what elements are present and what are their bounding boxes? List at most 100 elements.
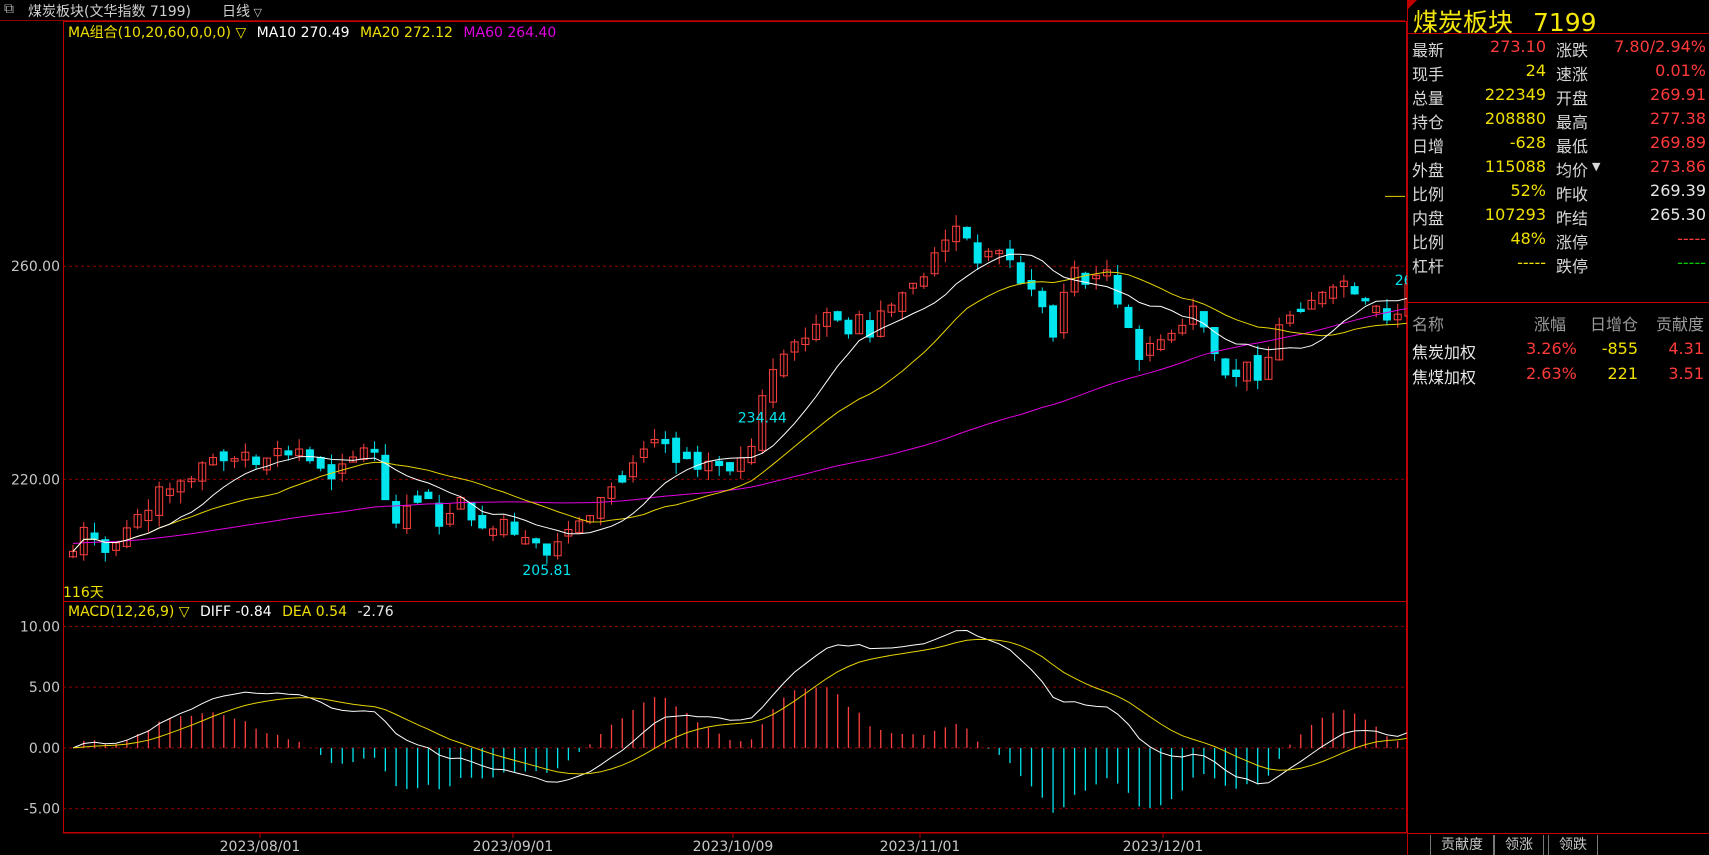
candle-body[interactable]	[682, 451, 691, 460]
candle-body[interactable]	[478, 515, 487, 529]
candle-body[interactable]	[176, 480, 185, 493]
candle-body[interactable]	[327, 464, 336, 480]
candle-body[interactable]	[435, 502, 444, 527]
candle-body[interactable]	[1286, 314, 1295, 324]
candle-body[interactable]	[844, 319, 853, 335]
candle-body[interactable]	[230, 458, 239, 462]
candle-body[interactable]	[962, 226, 971, 239]
tab-1[interactable]: 领涨	[1494, 835, 1544, 855]
candle-body[interactable]	[930, 252, 939, 275]
candle-body[interactable]	[812, 323, 821, 341]
ma-indicator-selector[interactable]: MA组合(10,20,60,0,0,0) ▽	[68, 25, 246, 41]
candle-body[interactable]	[90, 532, 99, 540]
candle-body[interactable]	[855, 314, 864, 335]
tab-0[interactable]: 贡献度	[1430, 835, 1494, 855]
candle-body[interactable]	[715, 460, 724, 467]
candle-body[interactable]	[1070, 267, 1079, 293]
candle-body[interactable]	[1275, 324, 1284, 361]
candle-body[interactable]	[424, 491, 433, 500]
candle-body[interactable]	[1038, 290, 1047, 308]
candle-body[interactable]	[1081, 272, 1090, 285]
candle-body[interactable]	[1156, 339, 1165, 350]
candle-body[interactable]	[618, 475, 627, 483]
candle-body[interactable]	[822, 312, 831, 327]
candle-body[interactable]	[284, 450, 293, 456]
candle-body[interactable]	[1146, 342, 1154, 356]
kline-chart[interactable]: 260.00220.0010.005.000.00-5.00295.08268.…	[0, 0, 1407, 855]
candle-body[interactable]	[1199, 311, 1208, 328]
candle-body[interactable]	[370, 448, 379, 453]
candle-body[interactable]	[941, 239, 950, 252]
table-header[interactable]: 名称	[1412, 315, 1445, 334]
candle-body[interactable]	[381, 454, 390, 501]
candle-body[interactable]	[1210, 327, 1219, 355]
candle-body[interactable]	[769, 369, 778, 403]
candle-body[interactable]	[995, 250, 1004, 255]
candle-body[interactable]	[607, 486, 616, 499]
candle-body[interactable]	[1221, 358, 1230, 376]
candle-body[interactable]	[639, 448, 648, 458]
candle-body[interactable]	[790, 341, 799, 353]
candle-body[interactable]	[532, 538, 541, 544]
candle-body[interactable]	[629, 462, 638, 478]
candle-body[interactable]	[101, 539, 110, 553]
candle-body[interactable]	[1296, 308, 1305, 312]
candle-body[interactable]	[1167, 332, 1176, 341]
candle-body[interactable]	[1049, 305, 1058, 338]
candle-body[interactable]	[833, 311, 842, 321]
candle-body[interactable]	[1329, 286, 1338, 299]
candle-body[interactable]	[209, 457, 218, 466]
table-row-name[interactable]: 焦炭加权	[1412, 343, 1477, 362]
candle-body[interactable]	[1382, 308, 1391, 321]
candle-body[interactable]	[1264, 356, 1273, 380]
candle-body[interactable]	[898, 292, 907, 312]
candle-body[interactable]	[1404, 283, 1407, 317]
candle-body[interactable]	[133, 514, 142, 528]
candle-body[interactable]	[402, 505, 411, 530]
candle-body[interactable]	[155, 486, 164, 516]
candle-body[interactable]	[542, 543, 551, 556]
candle-body[interactable]	[445, 513, 454, 525]
candle-body[interactable]	[650, 438, 659, 444]
candle-body[interactable]	[973, 242, 982, 264]
macd-indicator-selector[interactable]: MACD(12,26,9) ▽	[68, 604, 190, 620]
candle-body[interactable]	[295, 448, 304, 457]
candle-body[interactable]	[909, 282, 918, 289]
candle-body[interactable]	[273, 447, 282, 457]
candle-body[interactable]	[876, 310, 885, 337]
candle-body[interactable]	[1242, 361, 1251, 382]
candle-body[interactable]	[499, 518, 508, 536]
candle-body[interactable]	[1361, 298, 1370, 302]
candle-body[interactable]	[316, 457, 325, 469]
candle-body[interactable]	[467, 502, 476, 521]
table-header[interactable]: 贡献度	[1655, 315, 1704, 334]
candle-body[interactable]	[413, 495, 422, 503]
candle-body[interactable]	[1027, 279, 1036, 290]
candle-body[interactable]	[672, 437, 681, 463]
candle-body[interactable]	[1350, 286, 1359, 295]
candle-body[interactable]	[1092, 274, 1101, 280]
candle-body[interactable]	[1307, 299, 1316, 310]
candle-body[interactable]	[241, 451, 250, 461]
dropdown-triangle-icon[interactable]: ▼	[1592, 160, 1601, 173]
kline-panel[interactable]	[63, 21, 1407, 602]
candle-body[interactable]	[521, 537, 530, 545]
candle-body[interactable]	[984, 250, 993, 258]
candle-body[interactable]	[1253, 355, 1262, 381]
candle-body[interactable]	[1016, 262, 1025, 284]
candle-body[interactable]	[262, 457, 271, 471]
candle-body[interactable]	[661, 438, 670, 445]
candle-body[interactable]	[1124, 306, 1133, 328]
candle-body[interactable]	[596, 497, 605, 519]
candle-body[interactable]	[122, 527, 131, 547]
candle-body[interactable]	[1135, 328, 1144, 360]
candle-body[interactable]	[1372, 305, 1381, 314]
candle-body[interactable]	[510, 521, 519, 535]
candle-body[interactable]	[865, 320, 874, 338]
candle-body[interactable]	[1393, 313, 1402, 321]
candle-body[interactable]	[575, 520, 584, 534]
candle-body[interactable]	[758, 395, 767, 451]
candle-body[interactable]	[489, 528, 498, 536]
candle-body[interactable]	[1178, 324, 1187, 334]
candle-body[interactable]	[801, 337, 810, 345]
